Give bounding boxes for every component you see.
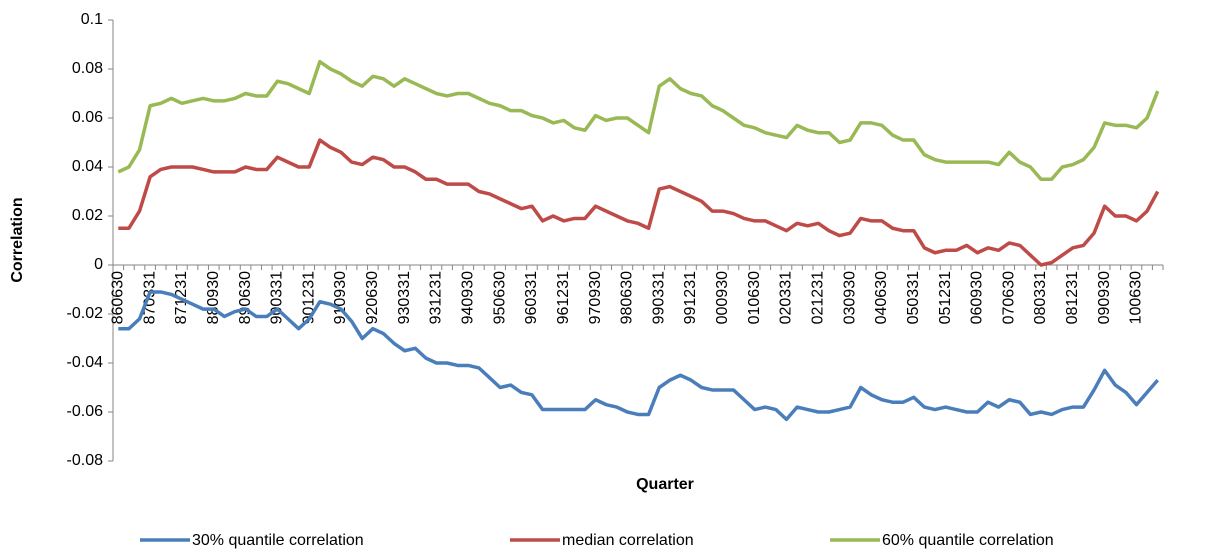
x-tick-label: 980630 xyxy=(619,271,636,324)
x-tick-label: 030930 xyxy=(841,271,858,324)
x-tick-label: 910930 xyxy=(332,271,349,324)
x-tick-label: 940930 xyxy=(460,271,477,324)
x-tick-label: 050331 xyxy=(905,271,922,324)
x-tick-label: 100630 xyxy=(1128,271,1145,324)
x-tick-label: 961231 xyxy=(555,271,572,324)
y-axis-title: Correlation xyxy=(9,197,26,282)
y-tick-label: 0.02 xyxy=(72,207,103,224)
x-tick-label: 950630 xyxy=(491,271,508,324)
y-tick-label: -0.04 xyxy=(67,354,104,371)
x-tick-label: 060930 xyxy=(969,271,986,324)
x-tick-label: 970930 xyxy=(587,271,604,324)
y-tick-label: -0.08 xyxy=(67,452,104,469)
legend-label: 60% quantile correlation xyxy=(882,532,1054,549)
x-tick-label: 010630 xyxy=(746,271,763,324)
series-line xyxy=(118,290,1160,422)
x-tick-label: 040630 xyxy=(873,271,890,324)
x-tick-label: 090930 xyxy=(1096,271,1113,324)
series-line xyxy=(118,138,1160,267)
x-tick-label: 990331 xyxy=(650,271,667,324)
y-tick-label: -0.02 xyxy=(67,305,104,322)
x-tick-label: 020331 xyxy=(778,271,795,324)
legend-label: 30% quantile correlation xyxy=(192,532,364,549)
x-tick-label: 870331 xyxy=(141,271,158,324)
y-tick-label: -0.06 xyxy=(67,403,104,420)
x-tick-label: 890630 xyxy=(237,271,254,324)
x-tick-label: 991231 xyxy=(682,271,699,324)
legend-label: median correlation xyxy=(562,532,694,549)
y-tick-label: 0.04 xyxy=(72,158,103,175)
x-tick-label: 880930 xyxy=(205,271,222,324)
x-tick-label: 930331 xyxy=(396,271,413,324)
y-tick-label: 0.08 xyxy=(72,60,103,77)
x-tick-label: 051231 xyxy=(937,271,954,324)
x-axis-title: Quarter xyxy=(636,476,694,493)
x-tick-label: 021231 xyxy=(810,271,827,324)
x-tick-label: 960331 xyxy=(523,271,540,324)
x-tick-label: 860630 xyxy=(110,271,127,324)
y-tick-label: 0 xyxy=(94,256,103,273)
y-tick-label: 0.06 xyxy=(72,109,103,126)
x-tick-label: 000930 xyxy=(714,271,731,324)
x-tick-label: 931231 xyxy=(428,271,445,324)
x-tick-label: 080331 xyxy=(1032,271,1049,324)
x-tick-label: 081231 xyxy=(1064,271,1081,324)
x-tick-label: 070630 xyxy=(1000,271,1017,324)
x-tick-label: 920630 xyxy=(364,271,381,324)
y-tick-label: 0.1 xyxy=(81,11,103,28)
series-line xyxy=(117,59,1160,181)
